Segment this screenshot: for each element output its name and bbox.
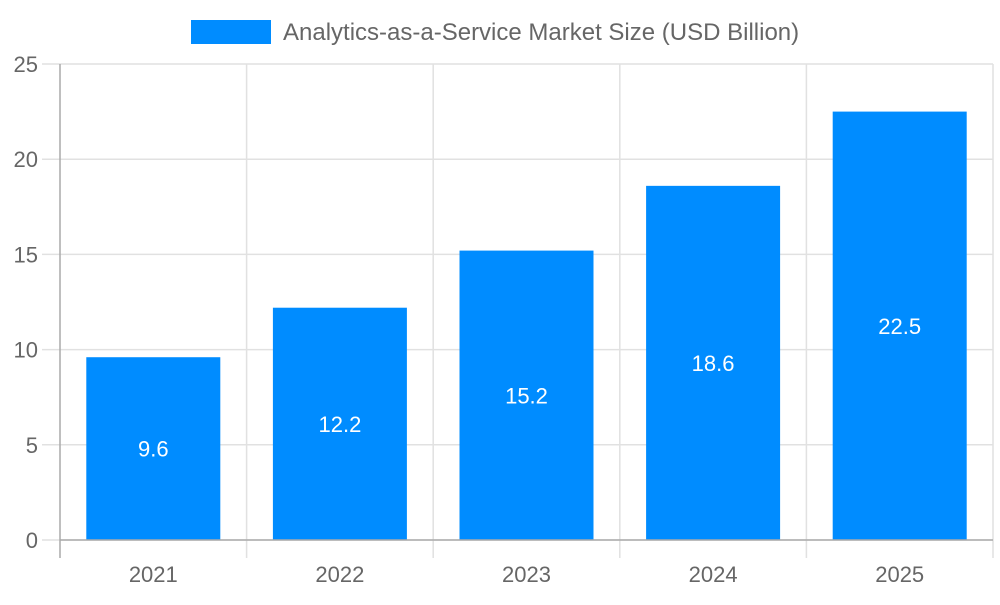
- bars: 9.6 12.2 15.2 18.6 22.5: [86, 111, 967, 541]
- bar-2021: [86, 357, 221, 540]
- data-label: 15.2: [505, 383, 548, 408]
- legend-swatch: [191, 20, 271, 44]
- bar-2025: [832, 111, 967, 540]
- y-tick-label: 25: [14, 52, 38, 77]
- legend[interactable]: Analytics-as-a-Service Market Size (USD …: [191, 19, 799, 46]
- y-tick-label: 15: [14, 242, 38, 267]
- data-label: 12.2: [318, 412, 361, 437]
- y-tick-label: 10: [14, 338, 38, 363]
- x-tick-label: 2023: [502, 562, 551, 587]
- x-tick-label: 2024: [689, 562, 738, 587]
- data-label: 9.6: [138, 437, 169, 462]
- x-tick-label: 2022: [315, 562, 364, 587]
- data-label: 18.6: [692, 351, 735, 376]
- legend-label: Analytics-as-a-Service Market Size (USD …: [283, 19, 799, 46]
- x-tick-label: 2021: [129, 562, 178, 587]
- bar-2024: [646, 185, 781, 540]
- x-tick-label: 2025: [875, 562, 924, 587]
- y-tick-label: 5: [26, 433, 38, 458]
- y-tick-label: 0: [26, 528, 38, 553]
- bar-2022: [272, 307, 407, 540]
- bar-2023: [459, 250, 594, 541]
- y-tick-label: 20: [14, 147, 38, 172]
- data-label: 22.5: [878, 314, 921, 339]
